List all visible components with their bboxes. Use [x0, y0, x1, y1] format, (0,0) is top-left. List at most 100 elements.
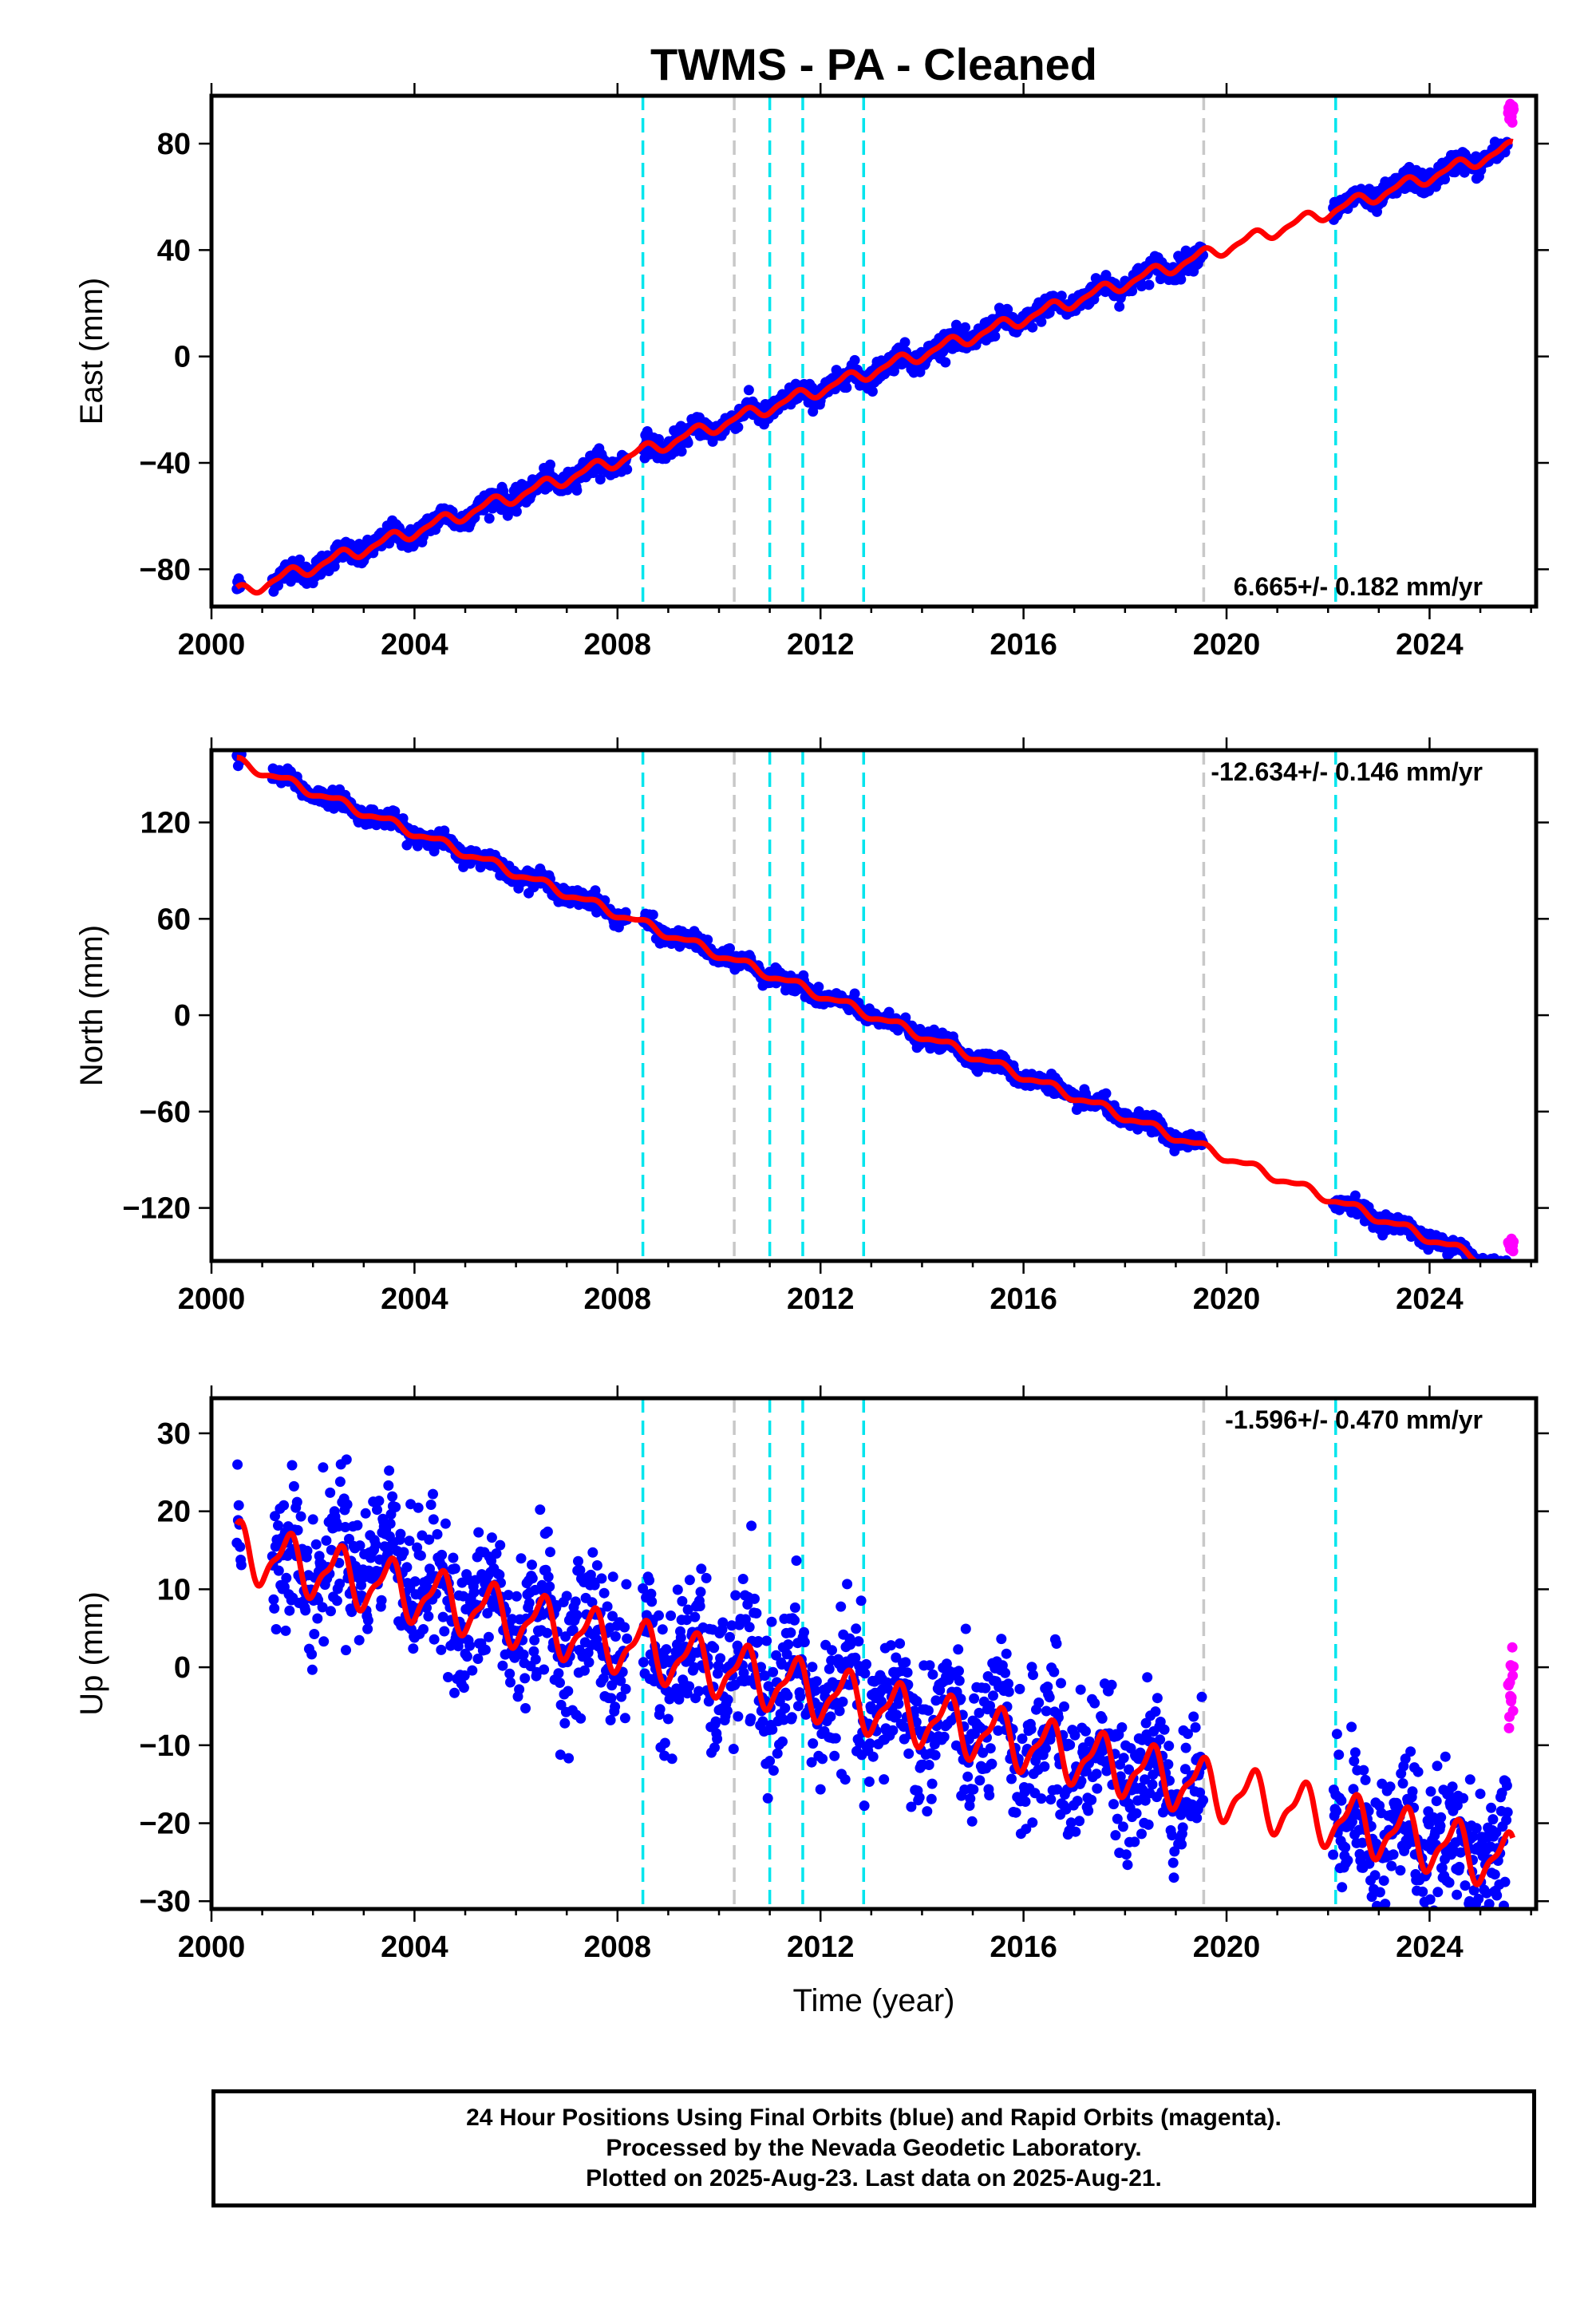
final-orbit-point: [443, 1672, 453, 1682]
rapid-orbit-points: [1503, 1233, 1519, 1257]
final-orbit-point: [232, 1459, 243, 1470]
final-orbit-point: [1070, 1826, 1081, 1837]
final-orbit-point: [307, 1514, 318, 1525]
final-orbit-point: [855, 1595, 867, 1607]
final-orbit-point: [746, 1520, 757, 1531]
y-tick-label: 80: [157, 128, 191, 161]
final-orbit-point: [1106, 1679, 1117, 1690]
final-orbit-point: [895, 1638, 906, 1649]
final-orbit-point: [596, 1573, 607, 1584]
final-orbit-point: [1497, 1263, 1507, 1273]
final-orbit-point: [768, 1666, 779, 1678]
final-orbit-point: [484, 513, 495, 524]
final-orbit-point: [825, 1711, 836, 1722]
final-orbit-point: [436, 1644, 447, 1655]
final-orbit-point: [984, 1790, 995, 1800]
final-orbit-point: [464, 1640, 476, 1651]
final-orbit-point: [571, 1610, 583, 1621]
x-tick-label: 2004: [381, 1282, 448, 1316]
final-orbit-point: [1136, 1828, 1147, 1840]
final-orbit-point: [1003, 1686, 1014, 1697]
final-orbit-point: [666, 1753, 678, 1765]
final-orbit-point: [486, 1532, 497, 1543]
final-orbit-point: [859, 1800, 870, 1812]
final-orbit-points: [231, 1454, 1513, 1909]
final-orbit-point: [849, 354, 860, 366]
final-orbit-point: [830, 1733, 841, 1744]
final-orbit-point: [284, 1605, 295, 1616]
y-tick-label: 40: [157, 234, 191, 267]
final-orbit-point: [1080, 1725, 1091, 1737]
final-orbit-point: [647, 909, 658, 920]
final-orbit-point: [960, 1623, 971, 1634]
final-orbit-point: [717, 1617, 729, 1628]
rapid-orbit-point: [1507, 117, 1518, 128]
final-orbit-point: [523, 1598, 535, 1609]
final-orbit-point: [545, 459, 555, 470]
final-orbit-point: [341, 1645, 351, 1656]
final-orbit-point: [922, 1705, 934, 1716]
final-orbit-point: [789, 1602, 800, 1613]
final-orbit-point: [563, 1686, 574, 1697]
final-orbit-point: [829, 1750, 840, 1761]
final-orbit-point: [395, 1528, 406, 1539]
final-orbit-point: [764, 1756, 776, 1767]
final-orbit-point: [902, 1667, 913, 1678]
final-orbit-point: [1491, 1263, 1501, 1274]
final-orbit-point: [1041, 1743, 1051, 1754]
final-orbit-point: [598, 1587, 610, 1599]
final-orbit-point: [980, 1682, 991, 1694]
final-orbit-point: [887, 1725, 899, 1736]
final-orbit-point: [661, 1644, 672, 1655]
final-orbit-point: [310, 1539, 322, 1550]
x-tick-label: 2016: [990, 628, 1057, 662]
final-orbit-point: [1002, 304, 1013, 315]
final-orbit-point: [273, 1565, 284, 1576]
final-orbit-point: [619, 1622, 630, 1633]
final-orbit-point: [473, 1527, 484, 1538]
final-orbit-point: [743, 385, 754, 396]
final-orbit-point: [792, 1701, 804, 1712]
x-tick-label: 2008: [584, 1282, 652, 1316]
final-orbit-point: [962, 1771, 974, 1782]
final-orbit-point: [387, 1491, 398, 1502]
final-orbit-point: [530, 1654, 541, 1665]
final-orbit-point: [891, 1709, 903, 1721]
y-axis-label: East (mm): [74, 278, 109, 425]
final-orbit-point: [309, 1629, 320, 1639]
plot-area: [231, 1398, 1519, 1909]
final-orbit-point: [295, 1511, 306, 1522]
rapid-orbit-points: [1503, 98, 1519, 128]
final-orbit-point: [807, 1662, 818, 1673]
final-orbit-point: [749, 1593, 760, 1604]
final-orbit-point: [1001, 1648, 1012, 1659]
final-orbit-point: [384, 1465, 395, 1476]
plot-frame: [209, 93, 1539, 609]
final-orbit-point: [986, 1758, 998, 1769]
final-orbit-point: [817, 1753, 828, 1765]
final-orbit-point: [1496, 1262, 1507, 1272]
final-orbit-point: [271, 1624, 282, 1634]
final-orbit-point: [1027, 1817, 1038, 1828]
final-orbit-point: [1144, 279, 1155, 290]
final-orbit-point: [321, 1535, 332, 1546]
x-tick-label: 2000: [178, 1282, 246, 1316]
final-orbit-point: [516, 1553, 527, 1564]
final-orbit-point: [555, 1678, 565, 1688]
final-orbit-point: [372, 1504, 382, 1516]
final-orbit-point: [926, 1793, 937, 1804]
final-orbit-point: [543, 1571, 554, 1583]
final-orbit-point: [1089, 1697, 1100, 1709]
final-orbit-point: [520, 1703, 531, 1713]
final-orbit-point: [1014, 1683, 1025, 1694]
final-orbit-point: [938, 1731, 950, 1742]
y-tick-label: 60: [157, 903, 191, 936]
final-orbit-point: [893, 1698, 904, 1709]
final-orbit-point: [497, 1660, 508, 1671]
final-orbit-point: [799, 1626, 809, 1638]
final-orbit-point: [789, 1614, 800, 1626]
final-orbit-point: [354, 1634, 365, 1646]
rapid-orbit-point: [1508, 104, 1519, 115]
